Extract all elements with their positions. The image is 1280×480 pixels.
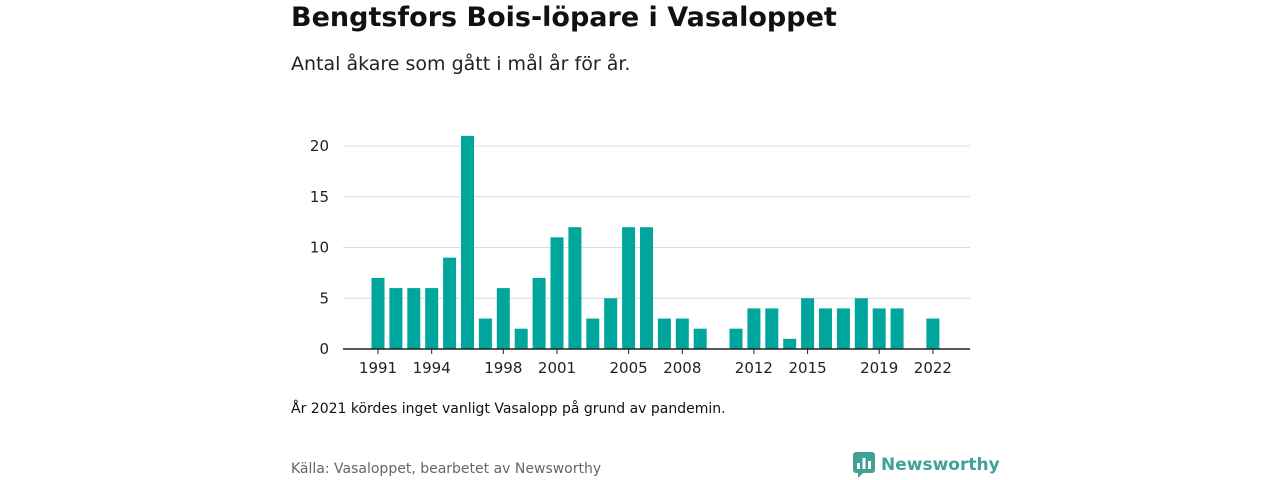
bar-1991 — [371, 277, 385, 349]
x-tick-label: 1991 — [359, 359, 397, 377]
x-tick-label: 2019 — [860, 359, 898, 377]
bar-2000 — [532, 277, 546, 349]
bar-2009 — [693, 328, 707, 349]
chart-subtitle: Antal åkare som gått i mål år för år. — [291, 53, 631, 75]
bar-1996 — [461, 135, 474, 349]
y-tick-label: 10 — [310, 239, 329, 257]
bar-2002 — [568, 227, 582, 349]
x-tick-label: 2005 — [610, 359, 648, 377]
bar-2003 — [586, 318, 600, 349]
newsworthy-logo: Newsworthy — [853, 452, 1000, 478]
x-tick-label: 1994 — [413, 359, 451, 377]
y-tick-label: 5 — [319, 289, 329, 307]
bar-1992 — [389, 288, 403, 349]
source-text: Källa: Vasaloppet, bearbetet av Newswort… — [291, 461, 602, 477]
bar-2006 — [640, 227, 653, 349]
x-tick-label: 2022 — [914, 359, 952, 377]
chart-note: År 2021 kördes inget vanligt Vasalopp på… — [291, 401, 726, 417]
brand-name: Newsworthy — [881, 455, 1000, 475]
chart-card: Bengtsfors Bois-löpare i Vasaloppet Anta… — [291, 0, 1000, 480]
bar-2019 — [872, 308, 886, 349]
bar-chart: 0 5 10 15 20 1991 1994 1998 2001 2005 2008 2012 2015… — [310, 135, 970, 377]
bar-1993 — [407, 288, 421, 349]
bar-2004 — [604, 298, 618, 349]
bar-2001 — [550, 237, 564, 349]
bar-2008 — [675, 318, 689, 349]
bar-2005 — [622, 227, 636, 349]
x-tick-label: 2015 — [789, 359, 827, 377]
bar-2017 — [836, 308, 850, 349]
x-tick-label: 2008 — [663, 359, 701, 377]
bar-2015 — [801, 298, 815, 349]
bar-1998 — [496, 288, 510, 349]
bar-2012 — [747, 308, 761, 349]
y-tick-label: 20 — [310, 137, 329, 155]
bar-1995 — [443, 257, 457, 349]
bar-1999 — [514, 328, 528, 349]
newsworthy-logo-icon — [853, 452, 875, 478]
x-tick-label: 1998 — [484, 359, 522, 377]
chart-title: Bengtsfors Bois-löpare i Vasaloppet — [291, 2, 837, 33]
bar-2007 — [657, 318, 671, 349]
bar-2018 — [854, 298, 868, 349]
x-tick-label: 2012 — [735, 359, 773, 377]
bar-2022 — [926, 318, 940, 349]
bar-1997 — [478, 318, 492, 349]
y-tick-label: 15 — [310, 188, 329, 206]
bar-2014 — [783, 338, 797, 349]
bar-1994 — [425, 288, 439, 349]
bar-2011 — [729, 328, 743, 349]
bar-2020 — [890, 308, 904, 349]
bar-2013 — [765, 308, 779, 349]
y-tick-label: 0 — [319, 340, 329, 358]
x-tick-label: 2001 — [538, 359, 576, 377]
bar-2016 — [819, 308, 832, 349]
